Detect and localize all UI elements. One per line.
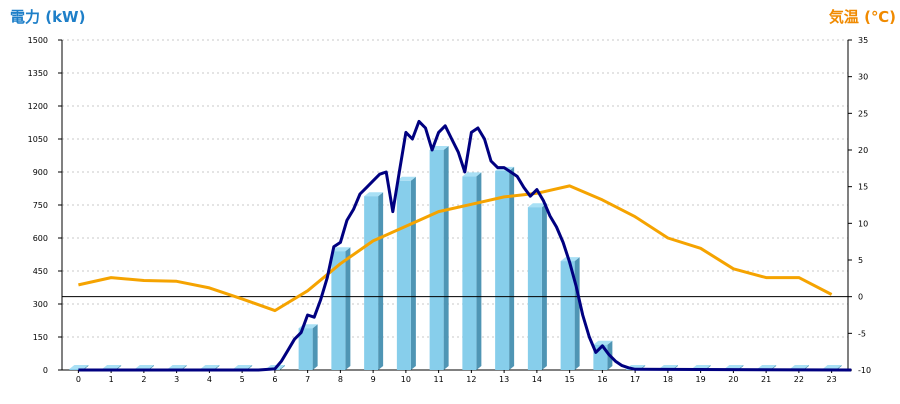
bar-side xyxy=(345,247,351,370)
bar-top xyxy=(167,365,187,369)
bar-face xyxy=(495,170,510,370)
x-tick-label: 12 xyxy=(466,375,476,384)
bar-face xyxy=(69,369,84,370)
right-tick-label: 15 xyxy=(858,183,868,192)
bar-top xyxy=(462,172,482,177)
left-tick-label: 1350 xyxy=(28,69,48,78)
bar-side xyxy=(574,257,580,370)
bar-side xyxy=(279,365,285,370)
bar-top xyxy=(134,365,154,369)
x-tick-label: 13 xyxy=(499,375,509,384)
x-tick-label: 20 xyxy=(728,375,738,384)
bar-face xyxy=(527,207,542,370)
bar-side xyxy=(378,192,384,370)
bar-side xyxy=(312,324,318,370)
bar xyxy=(495,166,515,370)
bar xyxy=(429,146,449,370)
bar-face xyxy=(331,251,346,370)
x-tick-label: 9 xyxy=(371,375,376,384)
x-tick-label: 21 xyxy=(761,375,771,384)
bar-top xyxy=(724,365,744,369)
bar-top xyxy=(364,192,384,197)
left-tick-label: 450 xyxy=(33,267,48,276)
bar-face xyxy=(364,196,379,370)
bar-side xyxy=(476,172,482,370)
bar-top xyxy=(331,247,351,252)
bar xyxy=(560,257,580,370)
left-tick-label: 1200 xyxy=(28,102,48,111)
temperature-line xyxy=(78,184,833,313)
left-tick-label: 300 xyxy=(33,300,48,309)
bar-side xyxy=(410,176,416,370)
bar xyxy=(527,203,547,370)
right-tick-label: 20 xyxy=(858,146,868,155)
right-tick-label: 30 xyxy=(858,73,868,82)
x-tick-label: 1 xyxy=(109,375,114,384)
bar-side xyxy=(443,146,449,370)
x-tick-label: 16 xyxy=(597,375,607,384)
bar-top xyxy=(789,365,809,369)
bar-face xyxy=(298,328,313,370)
x-tick-label: 4 xyxy=(207,375,212,384)
bar xyxy=(396,176,416,370)
bar xyxy=(364,192,384,370)
bar-face xyxy=(462,176,477,370)
right-tick-label: 10 xyxy=(858,219,868,228)
bar-side xyxy=(509,166,515,370)
x-tick-label: 11 xyxy=(434,375,444,384)
bar-face xyxy=(429,150,444,370)
left-tick-label: 750 xyxy=(33,201,48,210)
right-tick-label: 5 xyxy=(858,256,863,265)
x-tick-label: 15 xyxy=(565,375,575,384)
bar xyxy=(331,247,351,370)
left-tick-label: 150 xyxy=(33,333,48,342)
bar-top xyxy=(396,176,416,181)
x-tick-label: 22 xyxy=(794,375,804,384)
x-tick-label: 0 xyxy=(76,375,81,384)
x-tick-label: 2 xyxy=(141,375,146,384)
bar-top xyxy=(200,365,220,369)
right-tick-label: 25 xyxy=(858,109,868,118)
x-tick-label: 10 xyxy=(401,375,411,384)
x-tick-label: 7 xyxy=(305,375,310,384)
x-tick-label: 3 xyxy=(174,375,179,384)
power-line xyxy=(78,119,852,372)
bar-top xyxy=(527,203,547,208)
bar-top xyxy=(233,365,253,369)
right-tick-label: 35 xyxy=(858,36,868,45)
right-tick-label: -5 xyxy=(858,329,866,338)
bar xyxy=(462,172,482,370)
x-tick-label: 5 xyxy=(240,375,245,384)
left-axis-title: 電力 (kW) xyxy=(10,8,86,26)
bar-face xyxy=(560,261,575,370)
left-tick-label: 1500 xyxy=(28,36,48,45)
x-tick-label: 8 xyxy=(338,375,343,384)
x-tick-label: 23 xyxy=(827,375,837,384)
x-tick-label: 17 xyxy=(630,375,640,384)
bar-side xyxy=(541,203,547,370)
right-axis-title: 気温 (℃) xyxy=(828,8,896,26)
left-tick-label: 0 xyxy=(43,366,48,375)
x-tick-label: 19 xyxy=(696,375,706,384)
left-tick-label: 600 xyxy=(33,234,48,243)
right-tick-label: -10 xyxy=(858,366,871,375)
bar-top xyxy=(102,365,122,369)
x-tick-label: 18 xyxy=(663,375,673,384)
left-tick-label: 1050 xyxy=(28,135,48,144)
bar-top xyxy=(593,340,613,345)
bar-face xyxy=(396,180,411,370)
bar-top xyxy=(822,365,842,369)
x-tick-label: 6 xyxy=(272,375,277,384)
left-tick-label: 900 xyxy=(33,168,48,177)
right-tick-label: 0 xyxy=(858,293,863,302)
bar-top xyxy=(757,365,777,369)
x-tick-label: 14 xyxy=(532,375,542,384)
bar-top xyxy=(69,365,89,369)
